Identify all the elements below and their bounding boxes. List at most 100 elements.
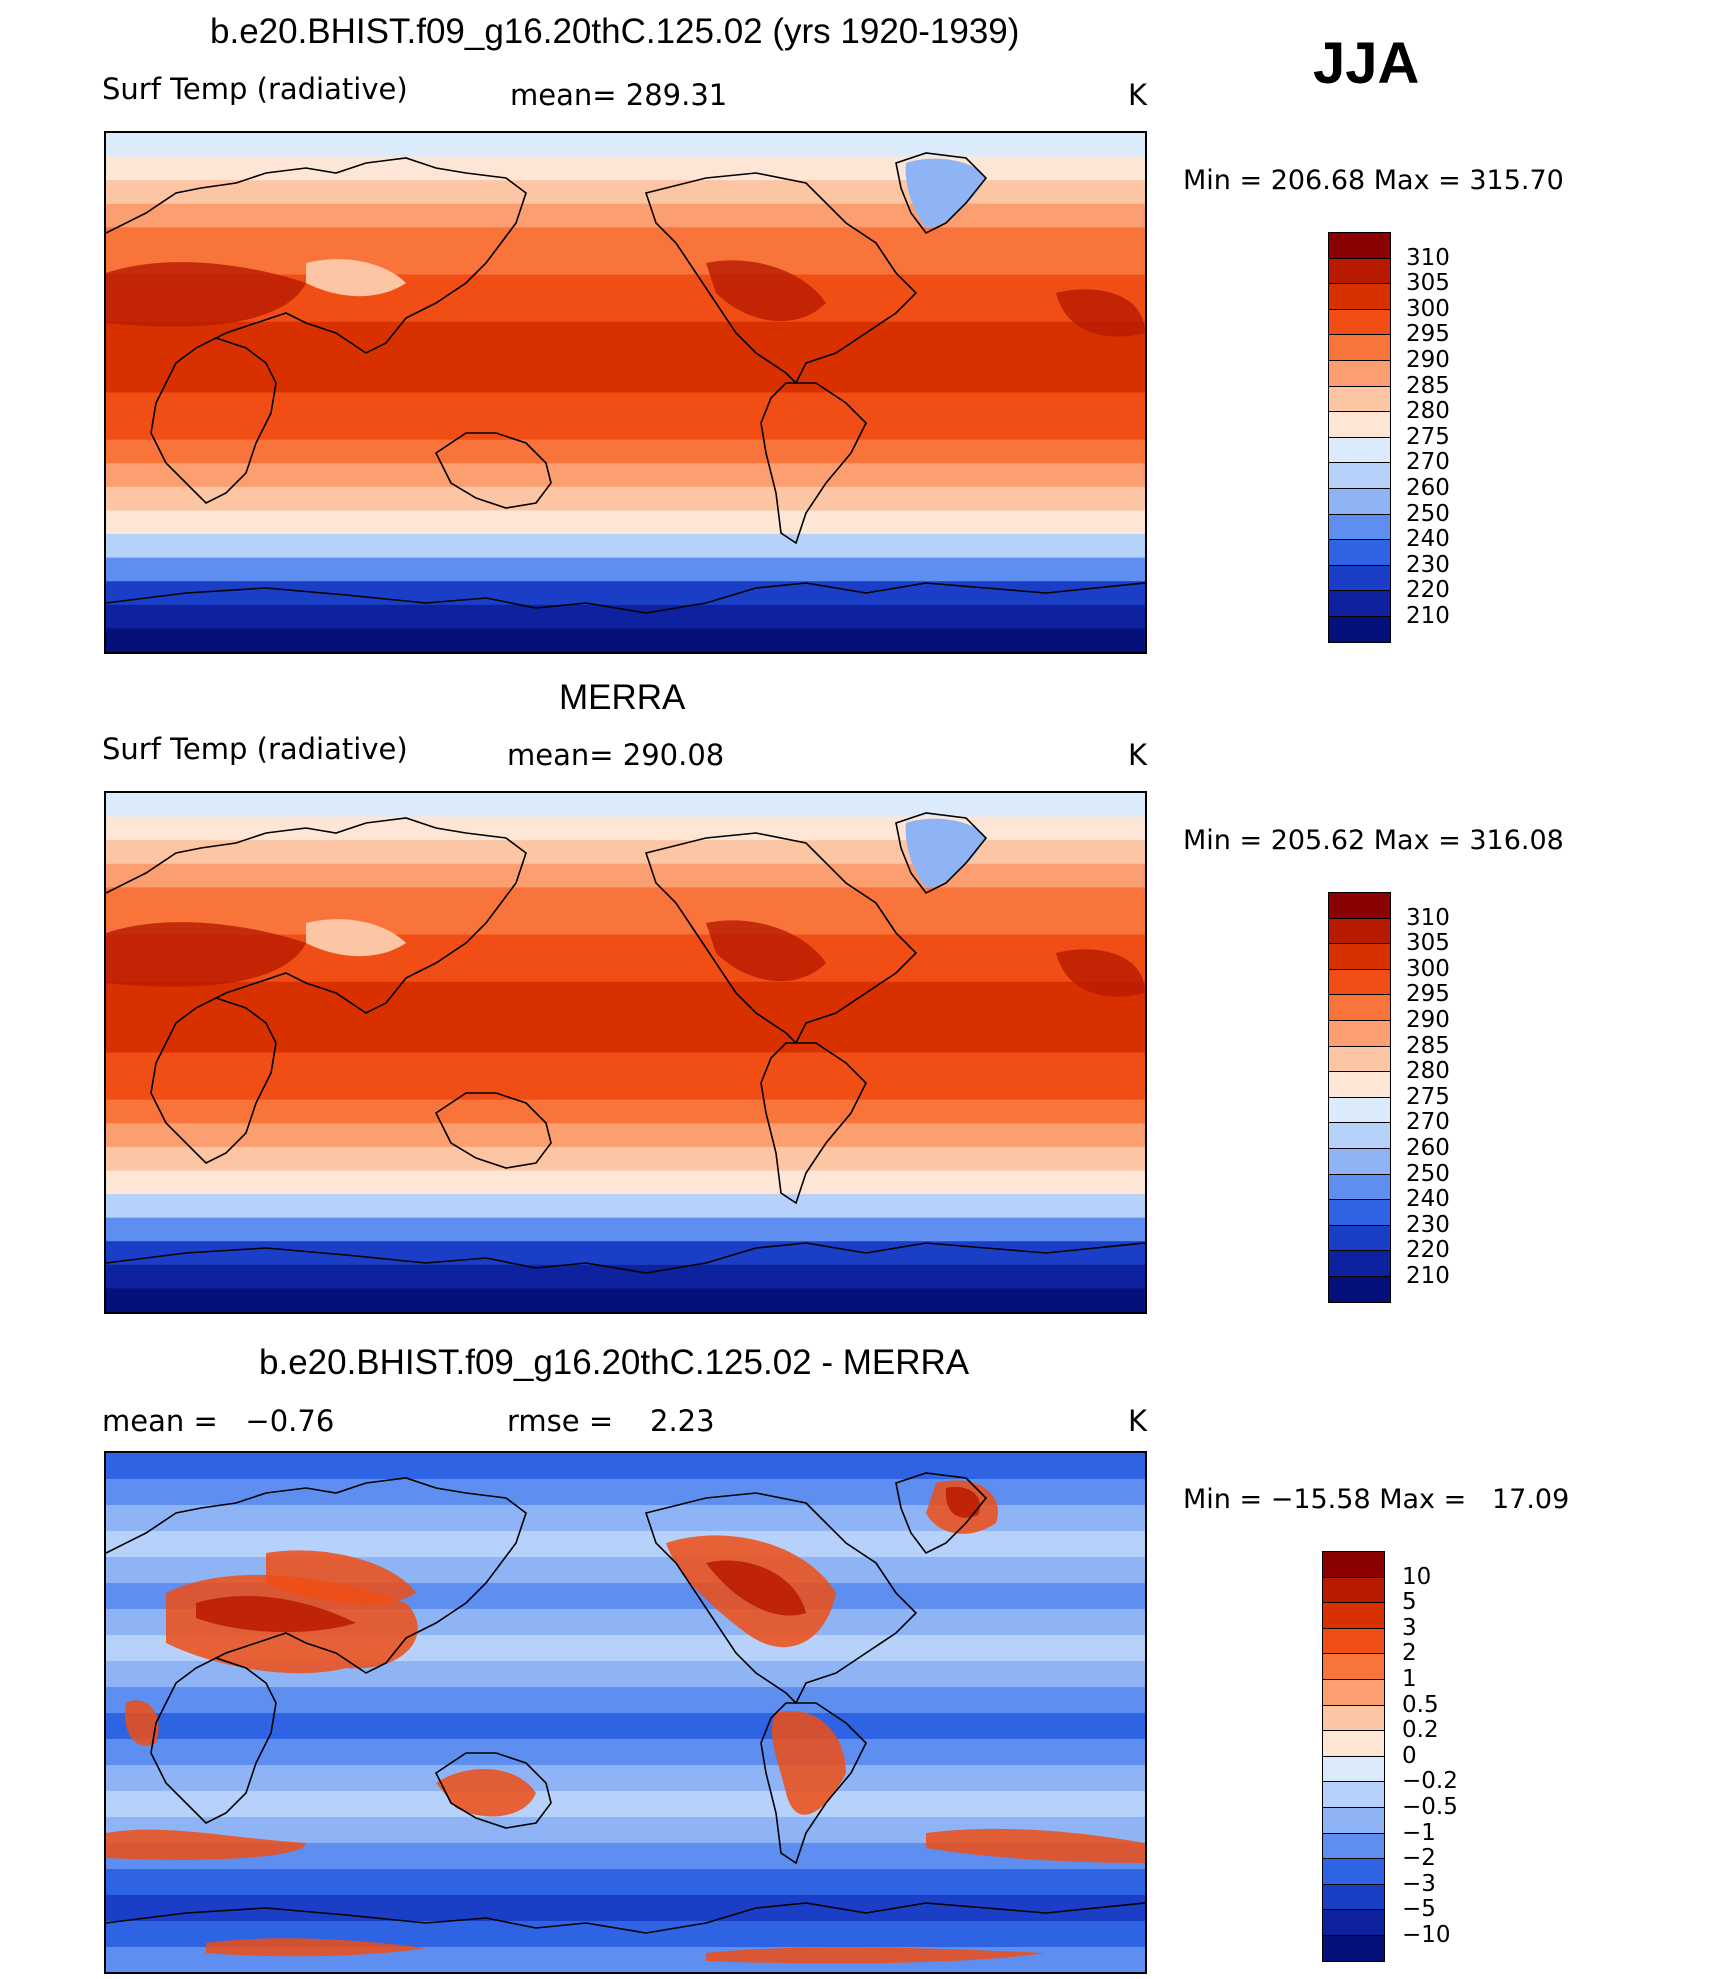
colorbar-label: 310 bbox=[1406, 244, 1450, 271]
field-band bbox=[106, 510, 1145, 536]
colorbar-box bbox=[1322, 1935, 1385, 1963]
colorbar-label: 275 bbox=[1406, 1083, 1450, 1110]
anomaly-region bbox=[266, 1550, 416, 1604]
field-band bbox=[106, 1076, 1145, 1101]
colorbar-label: 3 bbox=[1402, 1614, 1417, 1641]
colorbar-box bbox=[1322, 1704, 1385, 1732]
colorbar-box bbox=[1328, 462, 1391, 490]
colorbar-box bbox=[1322, 1883, 1385, 1911]
field-band bbox=[106, 1765, 1145, 1792]
field-band bbox=[106, 180, 1145, 205]
field-band bbox=[106, 1194, 1145, 1219]
field-band bbox=[106, 628, 1145, 652]
colorbar-label: 310 bbox=[1406, 904, 1450, 931]
field-band bbox=[106, 392, 1145, 418]
field-band bbox=[106, 1217, 1145, 1243]
coastline bbox=[434, 432, 552, 509]
panel3-rmse-label: rmse = 2.23 bbox=[507, 1404, 715, 1438]
colorbar-label: 240 bbox=[1406, 1186, 1450, 1213]
field-band bbox=[106, 1028, 1145, 1054]
coastline bbox=[106, 817, 527, 1164]
field-band bbox=[106, 910, 1145, 936]
colorbar-label: 220 bbox=[1406, 577, 1450, 604]
panel2-minmax: Min = 205.62 Max = 316.08 bbox=[1183, 825, 1564, 856]
coastline bbox=[895, 812, 988, 895]
colorbar-box bbox=[1328, 892, 1391, 920]
field-band bbox=[106, 1288, 1145, 1312]
colorbar-label: 240 bbox=[1406, 526, 1450, 553]
panel3-unit-label: K bbox=[1128, 1404, 1148, 1438]
field-band bbox=[106, 863, 1145, 889]
colorbar-box bbox=[1328, 436, 1391, 464]
colorbar-label: 280 bbox=[1406, 1058, 1450, 1085]
colorbar-box bbox=[1322, 1781, 1385, 1809]
colorbar-label: 260 bbox=[1406, 1135, 1450, 1161]
colorbar-box bbox=[1328, 1148, 1391, 1176]
colorbar-box bbox=[1322, 1653, 1385, 1681]
coastline bbox=[895, 1472, 988, 1555]
colorbar-box bbox=[1328, 1096, 1391, 1124]
colorbar-box bbox=[1328, 1122, 1391, 1150]
field-band bbox=[106, 1099, 1145, 1125]
panel3-title: b.e20.BHIST.f09_g16.20thC.125.02 - MERRA bbox=[259, 1343, 970, 1382]
colorbar-box bbox=[1328, 1276, 1391, 1304]
anomaly-region bbox=[706, 1947, 1046, 1964]
field-band bbox=[106, 887, 1145, 912]
colorbar-label: 300 bbox=[1406, 955, 1450, 982]
colorbar-label: 5 bbox=[1402, 1589, 1417, 1616]
field-band bbox=[106, 1739, 1145, 1766]
greenland-region bbox=[905, 818, 986, 888]
coastline bbox=[106, 157, 527, 504]
colorbar-box bbox=[1328, 334, 1391, 362]
anomaly-region bbox=[771, 1711, 846, 1815]
field-band bbox=[106, 345, 1145, 370]
field-band bbox=[106, 321, 1145, 347]
field-band bbox=[106, 1869, 1145, 1896]
colorbar-box bbox=[1322, 1730, 1385, 1758]
field-band bbox=[106, 1052, 1145, 1078]
field-band bbox=[106, 1453, 1145, 1480]
colorbar-label: 1 bbox=[1402, 1666, 1417, 1692]
panel2-variable-label: Surf Temp (radiative) bbox=[102, 732, 408, 766]
colorbar-label: 295 bbox=[1406, 321, 1450, 348]
colorbar-label: 290 bbox=[1406, 1007, 1450, 1033]
colorbar-box bbox=[1328, 411, 1391, 439]
colorbar-box bbox=[1328, 590, 1391, 618]
field-band bbox=[106, 581, 1145, 606]
colorbar-box bbox=[1328, 1020, 1391, 1048]
colorbar-box bbox=[1328, 1250, 1391, 1278]
field-band bbox=[106, 250, 1145, 276]
colorbar-label: −10 bbox=[1402, 1922, 1451, 1948]
hot-region bbox=[106, 922, 306, 987]
panel3-map bbox=[104, 1451, 1147, 1974]
colorbar-box bbox=[1322, 1627, 1385, 1655]
field-band bbox=[106, 1264, 1145, 1290]
coastline bbox=[106, 582, 1145, 614]
colorbar-box bbox=[1328, 308, 1391, 336]
colorbar-label: 305 bbox=[1406, 270, 1450, 297]
field-band bbox=[106, 1687, 1145, 1714]
panel3-mean-label: mean = −0.76 bbox=[102, 1404, 335, 1438]
panel2-mean-label: mean= 290.08 bbox=[507, 738, 725, 772]
colorbar-box bbox=[1328, 513, 1391, 541]
colorbar-label: −0.5 bbox=[1402, 1794, 1458, 1820]
colorbar-box bbox=[1322, 1807, 1385, 1835]
colorbar-label: 300 bbox=[1406, 295, 1450, 322]
colorbar-label: 305 bbox=[1406, 930, 1450, 957]
field-band bbox=[106, 981, 1145, 1007]
anomaly-region bbox=[706, 1560, 806, 1616]
panel1-title: b.e20.BHIST.f09_g16.20thC.125.02 (yrs 19… bbox=[210, 12, 1020, 51]
field-band bbox=[106, 1146, 1145, 1172]
coastline bbox=[434, 1752, 552, 1829]
colorbar-label: 285 bbox=[1406, 372, 1450, 399]
panel1-map bbox=[104, 131, 1147, 654]
colorbar-label: −0.2 bbox=[1402, 1768, 1458, 1795]
colorbar-label: 0.2 bbox=[1402, 1717, 1439, 1744]
anomaly-region bbox=[945, 1487, 981, 1518]
colorbar-label: 220 bbox=[1406, 1237, 1450, 1264]
colorbar-label: 285 bbox=[1406, 1032, 1450, 1059]
hot-region bbox=[1056, 949, 1145, 997]
coastline bbox=[760, 1702, 867, 1865]
colorbar-box bbox=[1328, 257, 1391, 285]
colorbar-label: −2 bbox=[1402, 1845, 1436, 1872]
